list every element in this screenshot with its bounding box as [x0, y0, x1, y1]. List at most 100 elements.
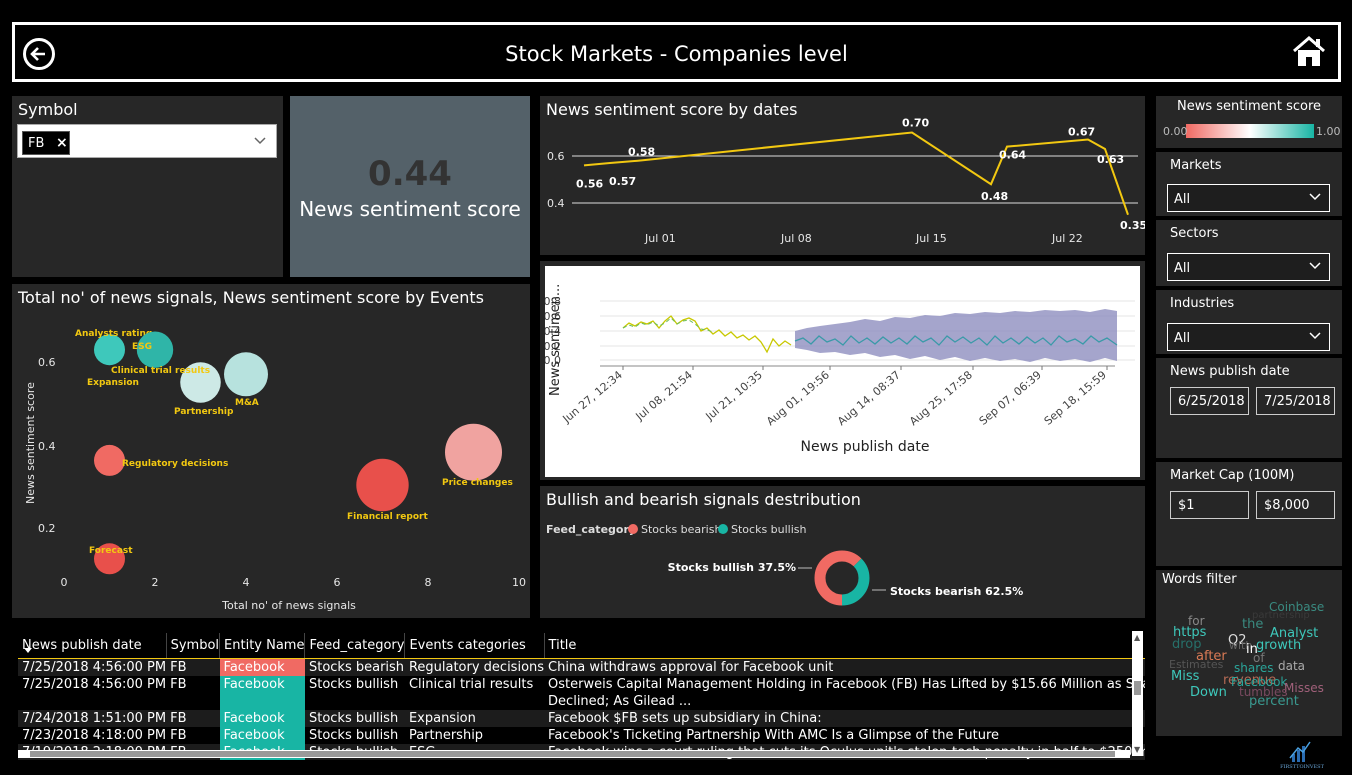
industries-dropdown[interactable]: All [1167, 323, 1330, 351]
table-cell: Osterweis Capital Management Holding in … [548, 676, 1145, 692]
word-cloud-word[interactable]: shares [1234, 661, 1274, 675]
forecast-x-tick: Jul 08, 21:54 [633, 368, 695, 423]
word-cloud-word[interactable]: tumbles [1239, 685, 1288, 699]
logo-icon: FIRSTTOINVEST [1280, 741, 1325, 770]
forecast-x-tick: Sep 07, 06:39 [977, 368, 1044, 427]
column-header[interactable]: News publish date [18, 633, 167, 659]
table-row[interactable]: 7/25/2018 4:56:00 PM FB Facebook Stocks bea… [18, 658, 1145, 676]
back-arrow-icon[interactable] [23, 38, 55, 70]
word-cloud-word[interactable]: https [1173, 625, 1207, 640]
industries-label: Industries [1170, 296, 1235, 311]
svg-text:FIRSTTOINVEST: FIRSTTOINVEST [1280, 764, 1325, 770]
word-cloud-word[interactable]: drop [1172, 637, 1202, 652]
legend-bullish-dot [718, 524, 728, 534]
table-row[interactable]: 7/24/2018 1:51:00 PM FB Facebook Stocks bul… [18, 709, 1145, 727]
words-filter-label: Words filter [1162, 572, 1237, 587]
sectors-dropdown[interactable]: All [1167, 253, 1330, 281]
donut-slice[interactable] [814, 550, 870, 606]
scatter-x-tick: 2 [152, 576, 159, 589]
table-cell: 7/24/2018 1:51:00 PM [18, 709, 167, 727]
column-header[interactable]: Title [544, 633, 1145, 659]
scatter-point[interactable] [94, 543, 125, 575]
word-cloud-word[interactable]: Facebook [1231, 675, 1288, 689]
sentiment-min: 0.00 [1163, 125, 1188, 138]
table-cell: China withdraws approval for Facebook un… [544, 658, 1145, 676]
markets-dropdown[interactable]: All [1167, 184, 1330, 212]
scatter-point-label: ESG [132, 342, 152, 352]
forecast-ylabel: News sentimen... [548, 284, 563, 396]
word-cloud-word[interactable]: of [1253, 651, 1265, 665]
scatter-point[interactable] [94, 334, 125, 366]
word-cloud-word[interactable]: Down [1190, 685, 1227, 700]
markets-filter: Markets All [1156, 152, 1342, 216]
table-row[interactable]: Declined; As Gilead ...inves [18, 692, 1145, 710]
sort-desc-icon[interactable] [24, 648, 32, 654]
forecast-chart-svg: 0.8 0.6 0.4 0.2 0.0 Jun 27, 12:34 Jul 08,… [544, 284, 1135, 455]
table-cell: FB [166, 709, 220, 727]
word-cloud-word[interactable]: with [1229, 639, 1253, 652]
word-cloud-word[interactable]: data [1278, 659, 1306, 673]
scatter-point[interactable] [224, 352, 268, 397]
table-scrollbar[interactable]: ▲ ▼ [1132, 631, 1143, 756]
word-cloud-word[interactable]: Estimates [1169, 658, 1224, 671]
news-table: News publish date Symbol Entity Name Feed_c… [12, 627, 1145, 760]
word-cloud-word[interactable]: after [1196, 649, 1227, 664]
word-cloud-word[interactable]: the [1242, 617, 1264, 632]
line-chart-svg: 0.6 0.4 Jul 01 Jul 08 Jul 15 Jul 22 0.56… [547, 117, 1145, 246]
table-cell: Stocks bullish [308, 727, 399, 743]
scatter-point[interactable] [445, 423, 502, 481]
forecast-y-tick: 0.0 [545, 354, 561, 367]
table-cell: Regulatory decisions [404, 658, 545, 676]
industries-value: All [1174, 331, 1191, 346]
word-cloud-word[interactable]: for [1188, 614, 1205, 628]
forecast-y-tick: 0.8 [545, 295, 561, 308]
word-cloud-word[interactable]: Misses [1284, 681, 1324, 695]
scatter-point[interactable] [136, 331, 174, 368]
symbol-chip-label: FB [28, 136, 45, 151]
remove-chip-icon[interactable]: × [56, 135, 68, 151]
line-x-tick: Jul 01 [644, 232, 676, 245]
word-cloud-word[interactable]: Coinbase [1269, 600, 1325, 614]
chevron-down-icon [1309, 262, 1321, 270]
word-cloud-word[interactable]: partnership [1252, 610, 1310, 621]
column-header[interactable]: Events categories [404, 633, 545, 659]
word-cloud-word[interactable]: growth [1256, 638, 1302, 653]
scatter-xlabel: Total no' of news signals [221, 599, 356, 612]
scatter-point[interactable] [356, 458, 409, 512]
column-header[interactable]: Symbol [166, 633, 221, 659]
word-cloud-word[interactable]: in [1246, 642, 1258, 657]
scatter-point[interactable] [180, 362, 221, 403]
table-hscrollbar[interactable] [18, 750, 1130, 758]
word-cloud-word[interactable]: Miss [1171, 669, 1200, 684]
symbol-slicer: Symbol FB × [12, 96, 283, 277]
cap-to-input[interactable]: $8,000 [1256, 491, 1335, 519]
symbol-select[interactable]: FB × [17, 124, 277, 158]
table-row[interactable]: 7/25/2018 4:56:00 PM FB Facebook Stocks bul… [18, 675, 1145, 693]
word-cloud-word[interactable]: revenue [1223, 673, 1277, 688]
table-cell [219, 692, 305, 710]
date-to-input[interactable]: 7/25/2018 [1256, 387, 1335, 415]
scatter-x-tick: 4 [243, 576, 250, 589]
donut-svg: Feed_category Stocks bearish Stocks bull… [546, 523, 1023, 606]
legend-bearish: Stocks bearish [641, 523, 721, 536]
column-header[interactable]: Entity Name [219, 633, 306, 659]
word-cloud-word[interactable]: Q2 [1228, 633, 1247, 648]
table-cell: Facebook [219, 675, 305, 693]
scatter-point[interactable] [94, 444, 125, 476]
table-cell: Stocks bullish [308, 676, 399, 692]
table-cell: Facebook's Ticketing Partnership With AM… [548, 727, 1000, 743]
column-header[interactable]: Feed_category [304, 633, 406, 659]
scatter-x-tick: 6 [334, 576, 341, 589]
sectors-label: Sectors [1170, 226, 1219, 241]
home-icon[interactable] [1292, 36, 1326, 68]
word-cloud-word[interactable]: percent [1249, 694, 1299, 709]
market-cap-filter: Market Cap (100M) $1 $8,000 [1156, 462, 1342, 566]
actual-line [622, 315, 792, 354]
date-from-input[interactable]: 6/25/2018 [1170, 387, 1249, 415]
table-row[interactable]: 7/23/2018 4:18:00 PM FB Facebook Stocks bul… [18, 726, 1145, 744]
table-cell: Facebook [219, 658, 305, 676]
cap-from-input[interactable]: $1 [1170, 491, 1249, 519]
forecast-confidence-band [795, 309, 1117, 362]
word-cloud-word[interactable]: Analyst [1270, 626, 1319, 641]
forecast-y-tick: 0.6 [545, 310, 561, 323]
